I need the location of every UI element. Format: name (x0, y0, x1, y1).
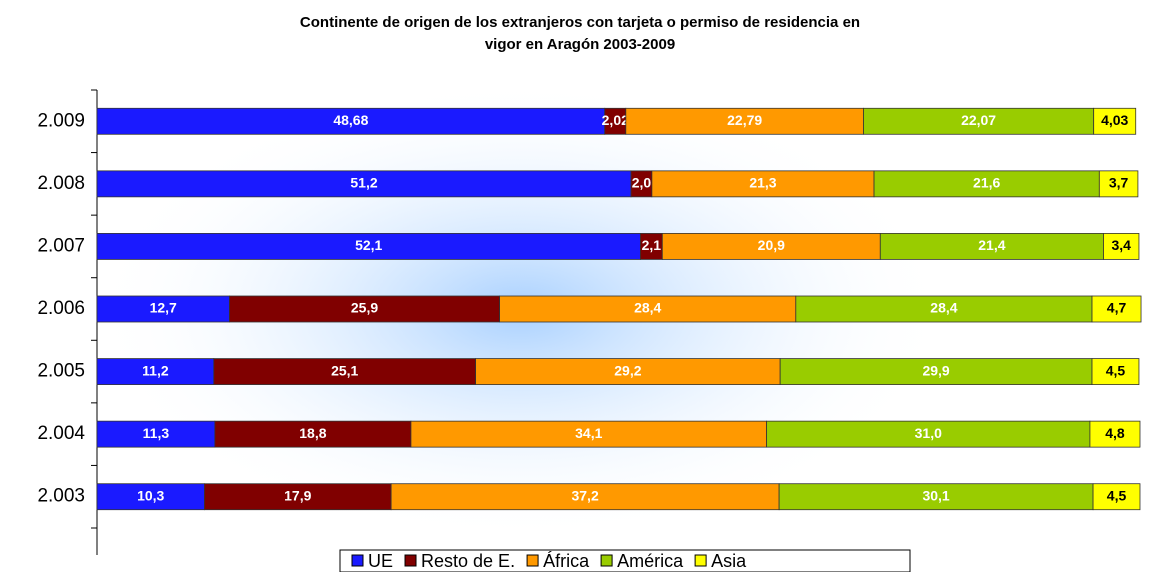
bar-segment (96, 233, 641, 260)
data-label: 2,1 (642, 237, 662, 253)
data-label: 3,4 (1111, 237, 1131, 253)
legend-swatch (694, 554, 707, 567)
data-label: 34,1 (575, 425, 602, 441)
data-label: 28,4 (634, 300, 661, 316)
bar-segment (863, 107, 1095, 135)
data-label: 29,9 (922, 362, 949, 378)
bar-segment (1093, 107, 1137, 135)
bar-segment (795, 295, 1093, 323)
bar-segment (778, 483, 1094, 511)
data-label: 4,5 (1107, 487, 1127, 503)
bar-segment (214, 420, 412, 448)
data-label: 31,0 (915, 425, 942, 441)
data-label: 22,79 (727, 112, 762, 128)
data-label: 17,9 (284, 487, 311, 503)
data-label: 28,4 (930, 300, 957, 316)
data-label: 10,3 (137, 487, 164, 503)
bar-segment (475, 358, 781, 385)
data-label: 18,8 (299, 425, 326, 441)
bar-segment (1091, 358, 1140, 385)
legend-label: Resto de E. (421, 551, 515, 571)
data-label: 2,0 (632, 175, 652, 191)
legend-swatch (351, 554, 364, 567)
bar-segment (873, 170, 1100, 198)
chart-title: Continente de origen de los extranjeros … (300, 14, 860, 31)
y-tick-label: 2.006 (37, 298, 85, 319)
data-label: 2,02 (602, 112, 629, 128)
y-tick-label: 2.009 (37, 110, 85, 131)
data-label: 4,5 (1106, 362, 1126, 378)
legend-swatch (526, 554, 539, 567)
data-label: 21,4 (978, 237, 1005, 253)
y-tick-label: 2.008 (37, 173, 85, 194)
bar-segment (1098, 170, 1139, 198)
legend (339, 549, 911, 572)
bar-segment (96, 420, 216, 448)
bar-segment (96, 295, 230, 323)
bar-segment (1092, 483, 1141, 511)
data-label: 4,7 (1107, 300, 1127, 316)
bar-segment (1091, 295, 1142, 323)
data-label: 25,1 (331, 362, 358, 378)
legend-label: UE (368, 551, 393, 571)
bar-segment (1103, 233, 1140, 260)
bar-segment (766, 420, 1091, 448)
data-label: 21,6 (973, 175, 1000, 191)
bar-segment (879, 233, 1104, 260)
data-label: 51,2 (350, 175, 377, 191)
data-label: 3,7 (1109, 175, 1129, 191)
bar-segment (390, 483, 780, 511)
data-label: 4,8 (1105, 425, 1125, 441)
legend-label: América (617, 551, 684, 571)
chart-title: vigor en Aragón 2003-2009 (485, 36, 675, 53)
bar-segment (779, 358, 1093, 385)
data-label: 48,68 (333, 112, 368, 128)
bar-segment (499, 295, 797, 323)
bar-segment (651, 170, 875, 198)
data-label: 30,1 (922, 487, 949, 503)
bar-segment (96, 107, 606, 135)
legend-swatch (600, 554, 613, 567)
bar-segment (1089, 420, 1141, 448)
data-label: 29,2 (614, 362, 641, 378)
bar-segment (410, 420, 768, 448)
bar-segment (213, 358, 477, 385)
data-label: 11,3 (143, 425, 170, 441)
legend-label: Asia (711, 551, 747, 571)
data-label: 21,3 (749, 175, 776, 191)
data-label: 20,9 (758, 237, 785, 253)
bar-segment (96, 358, 215, 385)
bar-segment (625, 107, 864, 135)
legend-label: África (543, 551, 590, 571)
y-tick-label: 2.005 (37, 361, 85, 382)
bar-segment (96, 170, 632, 198)
data-label: 37,2 (571, 487, 598, 503)
bar-segment (96, 483, 205, 511)
y-tick-label: 2.007 (37, 235, 85, 256)
bar-segment (229, 295, 500, 323)
y-tick-label: 2.003 (37, 486, 85, 507)
data-label: 52,1 (355, 237, 382, 253)
data-label: 12,7 (150, 300, 177, 316)
y-tick-label: 2.004 (37, 423, 85, 444)
data-label: 25,9 (351, 300, 378, 316)
legend-swatch (404, 554, 417, 567)
data-label: 4,03 (1101, 112, 1128, 128)
data-label: 22,07 (961, 112, 996, 128)
data-label: 11,2 (142, 362, 169, 378)
